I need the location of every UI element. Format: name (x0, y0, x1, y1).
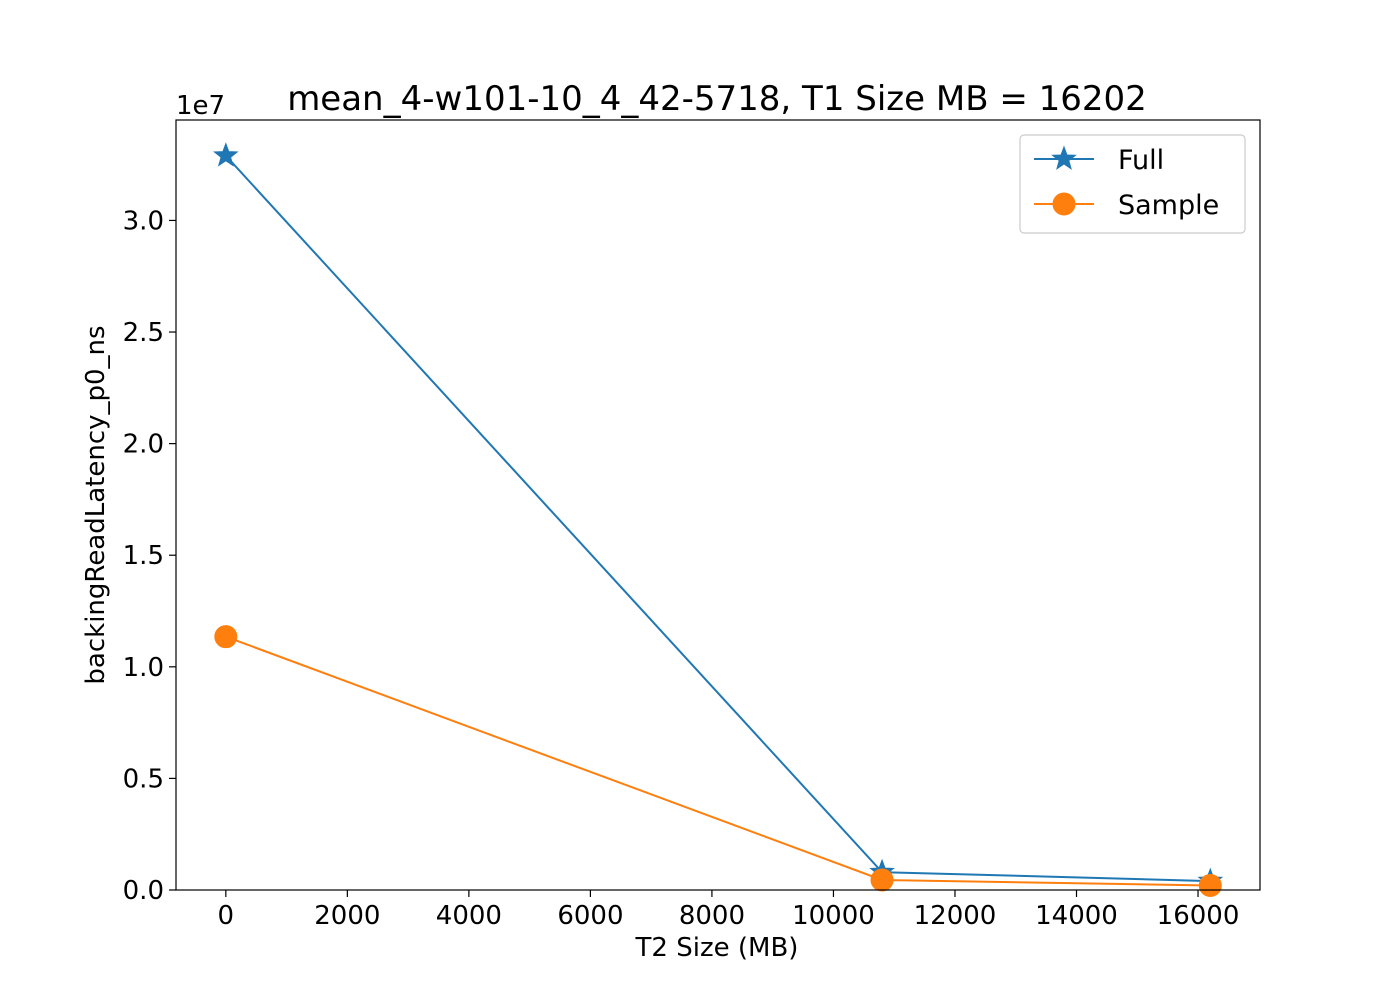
y-tick-label: 0.0 (123, 876, 164, 906)
x-tick-label: 14000 (1035, 901, 1118, 931)
x-tick-label: 8000 (679, 901, 745, 931)
x-tick-label: 2000 (314, 901, 380, 931)
x-tick-label: 16000 (1157, 901, 1240, 931)
data-point-sample (1198, 874, 1222, 898)
x-tick-label: 4000 (436, 901, 502, 931)
x-axis-ticks: 0 2000 4000 6000 8000 10000 12000 14000 16000 (218, 890, 1240, 931)
y-tick-label: 2.5 (123, 318, 164, 348)
data-point-sample (214, 625, 238, 649)
y-tick-label: 1.0 (123, 653, 164, 683)
x-tick-label: 10000 (792, 901, 875, 931)
data-point-full (213, 142, 239, 167)
legend-sample-circle-icon (1052, 192, 1076, 216)
x-tick-label: 0 (218, 901, 235, 931)
plot-frame (175, 119, 1261, 891)
legend-sample-label: Sample (1118, 190, 1219, 221)
data-point-sample (870, 868, 894, 892)
y-tick-label: 1.5 (123, 541, 164, 571)
y-axis-title: backingReadLatency_p0_ns (81, 325, 111, 684)
y-tick-label: 2.0 (123, 430, 164, 460)
legend-full-label: Full (1118, 145, 1164, 176)
series-layer (213, 142, 1224, 898)
x-tick-label: 6000 (557, 901, 623, 931)
legend: Full Sample (1019, 134, 1246, 234)
x-tick-label: 12000 (914, 901, 997, 931)
y-axis-offset-label: 1e7 (176, 91, 225, 121)
x-axis-title: T2 Size (MB) (635, 933, 799, 963)
y-axis-ticks: 0.0 0.5 1.0 1.5 2.0 2.5 3.0 (123, 206, 176, 906)
chart-title: mean_4-w101-10_4_42-5718, T1 Size MB = 1… (287, 79, 1147, 119)
y-tick-label: 0.5 (123, 764, 164, 794)
legend-full-star-icon (1051, 145, 1077, 170)
y-tick-label: 3.0 (123, 206, 164, 236)
